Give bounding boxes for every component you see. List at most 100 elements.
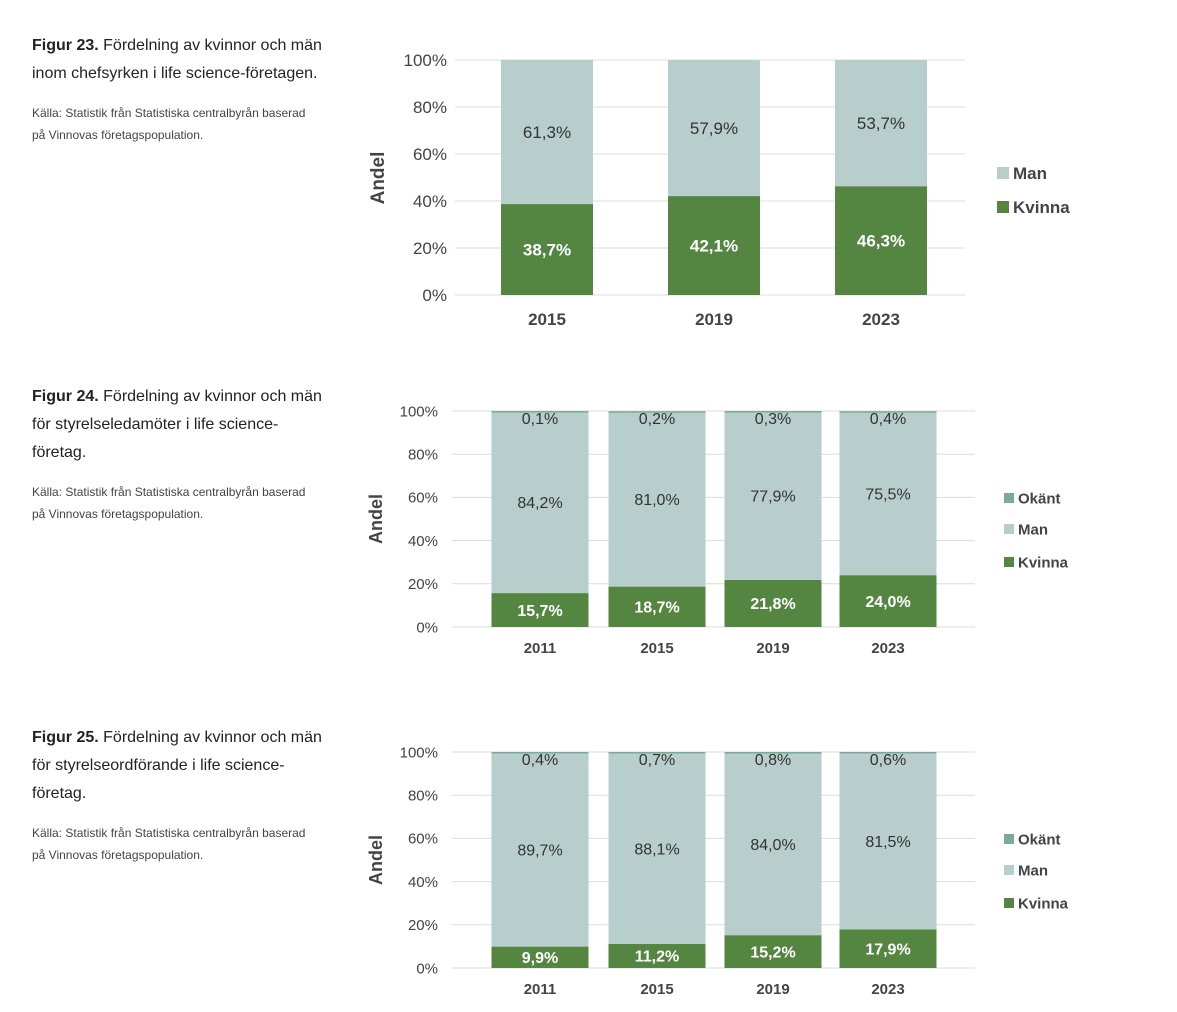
bar-kvinna bbox=[608, 943, 706, 968]
data-label: 9,9% bbox=[522, 950, 558, 967]
bar-man bbox=[501, 60, 593, 205]
data-label: 18,7% bbox=[634, 600, 679, 617]
y-axis-label: Andel bbox=[368, 152, 389, 205]
bar-kvinna bbox=[491, 593, 589, 627]
legend-swatch bbox=[997, 201, 1009, 213]
x-tick-label: 2019 bbox=[756, 981, 789, 998]
legend-label: Man bbox=[1018, 862, 1048, 879]
figure-label: Figur 24. bbox=[32, 388, 99, 405]
figure-source: Källa: Statistik från Statistiska centra… bbox=[32, 485, 306, 521]
figure-label: Figur 23. bbox=[32, 37, 99, 54]
legend-swatch bbox=[1004, 898, 1014, 908]
figure-caption: Figur 23. Fördelning av kvinnor och män … bbox=[32, 32, 322, 146]
x-tick-label: 2015 bbox=[640, 640, 673, 657]
bar-kvinna bbox=[608, 586, 706, 627]
legend-swatch bbox=[997, 167, 1009, 179]
bar-kvinna bbox=[724, 579, 822, 627]
y-tick-label: 40% bbox=[408, 874, 438, 891]
bar-okant bbox=[724, 411, 822, 413]
data-label: 0,4% bbox=[870, 411, 906, 428]
data-label: 21,8% bbox=[750, 596, 795, 613]
bar-okant bbox=[608, 411, 706, 413]
x-tick-label: 2023 bbox=[871, 640, 904, 657]
data-label: 53,7% bbox=[857, 114, 905, 133]
bar-kvinna bbox=[724, 935, 822, 968]
data-label: 24,0% bbox=[865, 594, 910, 611]
data-label: 81,0% bbox=[634, 492, 679, 509]
bar-man bbox=[839, 412, 937, 576]
legend-swatch bbox=[1004, 557, 1014, 567]
data-label: 75,5% bbox=[865, 486, 910, 503]
data-label: 17,9% bbox=[865, 941, 910, 958]
legend-label: Kvinna bbox=[1018, 895, 1069, 912]
y-tick-label: 20% bbox=[413, 239, 447, 258]
y-tick-label: 80% bbox=[413, 98, 447, 117]
bar-kvinna bbox=[839, 575, 937, 627]
legend-swatch bbox=[1004, 865, 1014, 875]
data-label: 0,6% bbox=[870, 752, 906, 769]
legend-label: Kvinna bbox=[1018, 554, 1069, 571]
legend-label: Man bbox=[1013, 164, 1047, 183]
data-label: 42,1% bbox=[690, 237, 738, 256]
bar-kvinna bbox=[668, 196, 760, 295]
bar-man bbox=[608, 411, 706, 587]
y-tick-label: 40% bbox=[408, 533, 438, 550]
data-label: 61,3% bbox=[523, 123, 571, 142]
figure-title: Fördelning av kvinnor och män för styrel… bbox=[32, 729, 322, 802]
y-tick-label: 100% bbox=[404, 51, 447, 70]
data-label: 57,9% bbox=[690, 119, 738, 138]
figure-caption: Figur 24. Fördelning av kvinnor och män … bbox=[32, 383, 322, 525]
bar-man bbox=[839, 753, 937, 930]
figure-label: Figur 25. bbox=[32, 729, 99, 746]
legend-label: Kvinna bbox=[1013, 198, 1070, 217]
data-label: 84,0% bbox=[750, 837, 795, 854]
bar-kvinna bbox=[835, 186, 927, 295]
data-label: 15,2% bbox=[750, 944, 795, 961]
bar-kvinna bbox=[491, 946, 589, 968]
x-tick-label: 2011 bbox=[524, 640, 557, 657]
data-label: 0,4% bbox=[522, 752, 558, 769]
y-tick-label: 100% bbox=[400, 403, 438, 420]
legend-swatch bbox=[1004, 493, 1014, 503]
figure-title: Fördelning av kvinnor och män inom chefs… bbox=[32, 37, 322, 82]
x-tick-label: 2015 bbox=[528, 310, 566, 329]
data-label: 84,2% bbox=[517, 495, 562, 512]
data-label: 0,2% bbox=[639, 411, 675, 428]
bar-man bbox=[608, 753, 706, 944]
y-axis-label: Andel bbox=[366, 494, 386, 544]
data-label: 0,7% bbox=[639, 752, 675, 769]
y-tick-label: 0% bbox=[416, 960, 438, 977]
chart-figur-24: 0% 20% 40% 60% 80% 100% Andel 2011 2015 2019 2023 1… bbox=[366, 403, 1069, 657]
bar-okant bbox=[724, 752, 822, 754]
data-label: 88,1% bbox=[634, 841, 679, 858]
legend-swatch bbox=[1004, 524, 1014, 534]
y-axis-label: Andel bbox=[366, 835, 386, 885]
data-label: 0,1% bbox=[522, 411, 558, 428]
chart-figur-23: 0% 20% 40% 60% 80% 100% Andel 2015 2019 2023 38,7%… bbox=[368, 51, 1070, 329]
y-tick-label: 60% bbox=[408, 490, 438, 507]
y-tick-label: 100% bbox=[400, 744, 438, 761]
y-tick-label: 80% bbox=[408, 787, 438, 804]
legend-swatch bbox=[1004, 834, 1014, 844]
x-tick-label: 2011 bbox=[524, 981, 557, 998]
bar-man bbox=[724, 411, 822, 580]
figure-source: Källa: Statistik från Statistiska centra… bbox=[32, 106, 306, 142]
x-tick-label: 2023 bbox=[862, 310, 900, 329]
bar-man bbox=[491, 411, 589, 594]
y-tick-label: 20% bbox=[408, 917, 438, 934]
data-label: 38,7% bbox=[523, 241, 571, 260]
bar-kvinna bbox=[501, 204, 593, 295]
figure-source: Källa: Statistik från Statistiska centra… bbox=[32, 826, 306, 862]
data-label: 46,3% bbox=[857, 232, 905, 251]
bar-man bbox=[835, 60, 927, 187]
y-tick-label: 60% bbox=[408, 831, 438, 848]
bar-okant bbox=[839, 752, 937, 754]
data-label: 89,7% bbox=[517, 843, 562, 860]
bar-man bbox=[491, 752, 589, 947]
data-label: 0,8% bbox=[755, 752, 791, 769]
x-tick-label: 2023 bbox=[871, 981, 904, 998]
y-tick-label: 40% bbox=[413, 192, 447, 211]
y-tick-label: 0% bbox=[422, 286, 447, 305]
data-label: 15,7% bbox=[517, 603, 562, 620]
